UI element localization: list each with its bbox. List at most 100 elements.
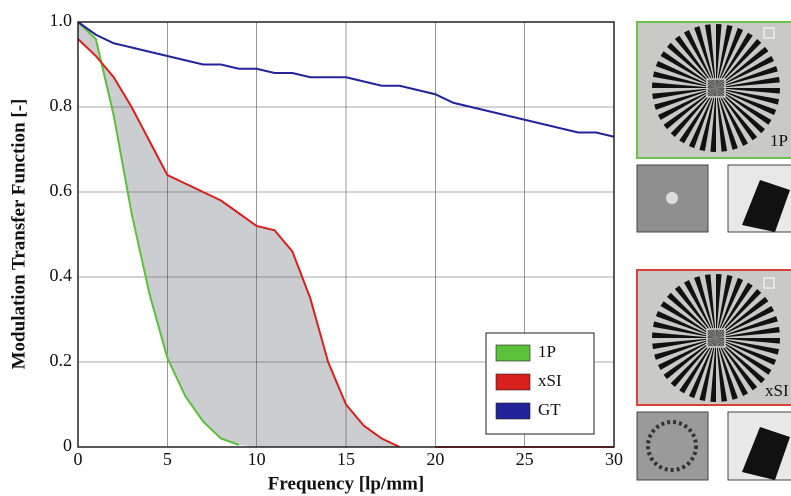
image-label: xSI [765, 381, 789, 400]
star-spoke [716, 88, 777, 116]
y-tick-label: 0 [63, 435, 72, 455]
star-spoke [657, 338, 716, 370]
star-spoke [654, 88, 716, 110]
star-spoke [716, 326, 780, 338]
star-spoke [652, 82, 716, 88]
y-tick-label: 0.4 [50, 265, 73, 285]
star-spoke [666, 292, 716, 338]
star-spoke [716, 88, 758, 141]
x-tick-label: 25 [516, 449, 534, 469]
star-spoke [652, 71, 716, 88]
legend-label: 1P [538, 342, 556, 361]
zoom-detail [666, 192, 678, 204]
star-spoke [699, 88, 716, 152]
star-spoke [710, 338, 716, 402]
star-spoke [652, 338, 716, 350]
y-axis-label: Modulation Transfer Function [-] [8, 99, 29, 370]
star-spoke [716, 66, 778, 88]
image-panels: 1P xSI [636, 21, 791, 481]
x-tick-label: 30 [605, 449, 623, 469]
star-spoke [716, 338, 772, 375]
star-spoke [710, 88, 716, 152]
zoom-detail [742, 427, 790, 480]
zoom-detail [646, 420, 698, 472]
x-tick-label: 15 [337, 449, 355, 469]
zoom-detail [742, 180, 790, 232]
line-series [77, 21, 615, 138]
legend-label: GT [538, 400, 561, 419]
star-spoke [684, 279, 716, 338]
star-spoke [652, 88, 716, 100]
x-axis-label: Frequency [lp/mm] [268, 473, 424, 494]
line-series [77, 21, 240, 446]
star-spoke [684, 29, 716, 89]
star-spoke [699, 338, 716, 402]
star-spoke [716, 277, 744, 338]
y-tick-label: 0.8 [50, 95, 73, 115]
star-spoke [716, 24, 733, 88]
x-tick-label: 5 [163, 449, 172, 469]
star-spoke [716, 338, 758, 391]
star-spoke [694, 26, 716, 88]
star-spoke [716, 288, 762, 338]
x-tick-label: 10 [248, 449, 266, 469]
star-spoke [716, 88, 738, 150]
star-spoke [716, 338, 766, 384]
roi-box [763, 277, 775, 289]
star-spoke [657, 88, 716, 120]
star-spoke [655, 310, 716, 338]
star-spoke [704, 274, 716, 338]
star-spoke [679, 338, 716, 394]
y-tick-label: 0.6 [50, 180, 73, 200]
star-spoke [716, 88, 766, 134]
star-spoke [674, 35, 716, 88]
star-spoke [716, 88, 780, 94]
star-spoke [716, 338, 777, 366]
star-spoke [666, 42, 716, 88]
star-spoke [674, 285, 716, 338]
roi-box [706, 78, 726, 98]
star-spoke [716, 306, 775, 338]
star-spoke [652, 321, 716, 338]
y-tick-label: 1.0 [50, 10, 73, 30]
star-spoke [716, 274, 733, 338]
image-label: 1P [770, 131, 788, 150]
star-spoke [670, 88, 716, 138]
star-spoke [716, 88, 728, 152]
star-spoke [655, 60, 716, 88]
star-spoke [704, 24, 716, 89]
plot: 0 5 10 15 20 25 30 0 0.2 0.4 0.6 0.8 1.0 1P xSI GT [50, 10, 624, 469]
star-spoke [716, 24, 722, 88]
star-spoke [716, 88, 772, 125]
roi-box [763, 27, 775, 39]
star-spoke [716, 338, 738, 400]
star-spoke [716, 296, 769, 338]
legend-swatch [495, 344, 531, 362]
star-spoke [716, 338, 780, 355]
legend-label: xSI [538, 371, 562, 390]
star-spoke [716, 88, 748, 147]
star-spoke [716, 88, 780, 105]
star-spoke [716, 338, 728, 402]
star-spoke [654, 338, 716, 360]
star-spoke [688, 88, 716, 149]
x-tick-label: 0 [74, 449, 83, 469]
legend-swatch [495, 373, 531, 391]
plot-frame [77, 21, 615, 448]
star-spoke [663, 338, 716, 380]
star-spoke [716, 338, 748, 397]
star-spoke [652, 332, 716, 338]
star-spoke [716, 32, 753, 88]
star-spoke [716, 338, 780, 344]
star-spoke [716, 56, 775, 88]
star-spoke [716, 27, 744, 88]
roi-box [706, 328, 726, 348]
y-tick-label: 0.2 [50, 350, 73, 370]
star-spoke [688, 338, 716, 399]
x-tick-label: 20 [426, 449, 444, 469]
star-spoke [716, 282, 753, 338]
star-spoke [716, 274, 722, 338]
star-spoke [670, 338, 716, 388]
star-spoke [663, 88, 716, 130]
